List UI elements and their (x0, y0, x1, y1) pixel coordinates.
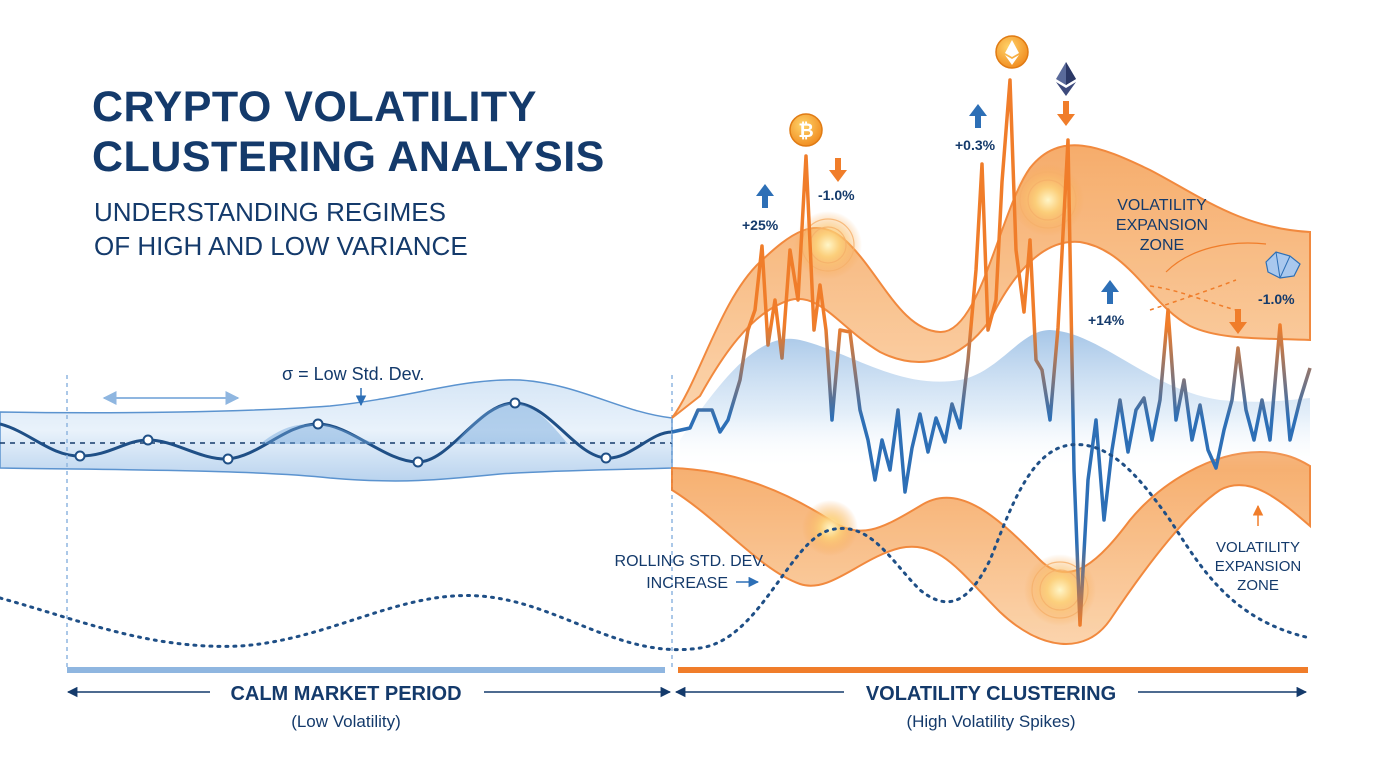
zone-line: EXPANSION (1215, 558, 1301, 575)
up-arrow-icon (969, 104, 987, 128)
calm-price-wave (0, 401, 673, 464)
move-up-14: +14% (1088, 280, 1125, 328)
wave-point (142, 434, 154, 446)
ethereum-icon (1056, 62, 1076, 96)
title-line-2: CLUSTERING ANALYSIS (92, 133, 605, 181)
spike-glow (794, 211, 862, 279)
subtitle-line-2: OF HIGH AND LOW VARIANCE (94, 231, 468, 261)
cluster-period-label: VOLATILITY CLUSTERING (866, 683, 1116, 705)
spike-glow (1024, 554, 1096, 626)
calm-period-bar (67, 667, 665, 673)
wave-point (509, 397, 521, 409)
move-up-25: +25% (742, 184, 779, 233)
move-up-03: +0.3% (955, 104, 996, 153)
calm-wave-shade (260, 403, 568, 444)
subtitle-line-1: UNDERSTANDING REGIMES (94, 197, 446, 227)
rolling-line: ROLLING STD. DEV. (615, 553, 766, 570)
spike-glow (1012, 164, 1084, 236)
zone-label-bottom: VOLATILITY EXPANSION ZONE (1215, 539, 1301, 594)
calm-wave-points (74, 397, 612, 468)
move-down-1b: -1.0% (1229, 291, 1295, 334)
low-std-label: σ = Low Std. Dev. (282, 364, 424, 384)
bitcoin-symbol: ₿ (798, 121, 813, 142)
zone-label-top: VOLATILITY EXPANSION ZONE (1116, 197, 1208, 254)
volatility-center-shade (680, 330, 1310, 470)
wave-point (74, 450, 86, 462)
cluster-period-sub: (High Volatility Spikes) (906, 712, 1075, 731)
move-down-1a: -1.0% (818, 158, 855, 203)
up-arrow-icon (1101, 280, 1119, 304)
wave-point (412, 456, 424, 468)
wave-point (600, 452, 612, 464)
zone-line: ZONE (1237, 577, 1279, 594)
zone-line: EXPANSION (1116, 217, 1208, 234)
move-label: +25% (742, 217, 779, 233)
title-line-1: CRYPTO VOLATILITY (92, 83, 537, 131)
move-label: -1.0% (818, 187, 855, 203)
move-label: +14% (1088, 312, 1125, 328)
zone-line: ZONE (1140, 237, 1184, 254)
move-label: +0.3% (955, 137, 996, 153)
up-arrow-icon (756, 184, 774, 208)
zone-cross-dashes (1149, 279, 1237, 311)
wave-point (312, 418, 324, 430)
rolling-std-label: ROLLING STD. DEV. INCREASE (615, 553, 766, 592)
rolling-std-dev-line (0, 443, 1312, 651)
calm-period-label: CALM MARKET PERIOD (230, 683, 461, 705)
cluster-period-bar (678, 667, 1308, 673)
zone-line: VOLATILITY (1117, 197, 1207, 214)
volatile-price-line (671, 78, 1312, 627)
page-title: CRYPTO VOLATILITY CLUSTERING ANALYSIS (92, 82, 605, 182)
rolling-line: INCREASE (646, 575, 728, 592)
wave-point (222, 453, 234, 465)
move-label: -1.0% (1258, 291, 1295, 307)
calm-period-sub: (Low Volatility) (291, 712, 401, 731)
lower-volatility-envelope (671, 450, 1311, 645)
down-arrow-icon (829, 158, 847, 182)
down-arrow-icon (1057, 101, 1075, 126)
zone-connector (1165, 242, 1267, 273)
page-subtitle: UNDERSTANDING REGIMES OF HIGH AND LOW VA… (94, 195, 468, 263)
down-arrow-icon (1229, 309, 1247, 334)
spike-glow (802, 500, 858, 556)
ethereum-icon (995, 35, 1029, 69)
crystal-icon (1265, 251, 1301, 279)
zone-line: VOLATILITY (1216, 539, 1300, 556)
move-down-eth (1057, 101, 1075, 126)
bitcoin-icon: ₿ (789, 113, 823, 147)
